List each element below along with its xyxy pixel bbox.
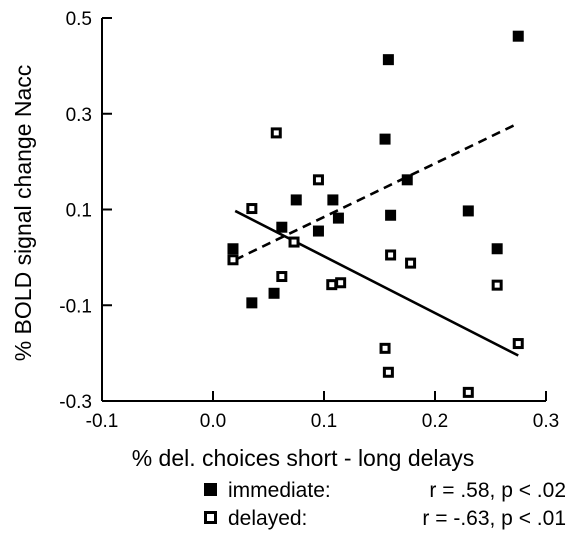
x-axis-title: % del. choices short - long delays <box>132 445 475 471</box>
point-delayed <box>276 271 288 283</box>
point-immediate <box>401 174 413 186</box>
legend-marker-immediate <box>204 483 217 496</box>
y-tick-label: 0.3 <box>66 105 92 126</box>
y-tick-label: 0.1 <box>66 201 92 222</box>
x-tick-label: 0.2 <box>422 411 448 432</box>
point-delayed <box>512 338 524 350</box>
y-tick-label: -0.1 <box>59 296 92 317</box>
x-axis: -0.1 0.0 0.1 0.2 0.3 % del. choices short - … <box>86 391 559 471</box>
legend: immediate: r = .58, p < .02 delayed: r = -.… <box>204 479 566 530</box>
point-delayed <box>405 257 417 269</box>
x-tick-label: -0.1 <box>86 411 119 432</box>
point-delayed <box>270 127 282 139</box>
legend-marker-delayed <box>204 511 217 524</box>
point-delayed <box>379 342 391 354</box>
y-ticks: 0.5 0.3 0.1 -0.1 -0.3 <box>59 9 112 413</box>
legend-label: delayed: <box>228 507 307 530</box>
point-immediate <box>385 209 397 221</box>
point-immediate <box>379 133 391 145</box>
x-tick-label: 0.3 <box>533 411 559 432</box>
point-delayed <box>227 254 239 266</box>
x-ticks: -0.1 0.0 0.1 0.2 0.3 <box>86 391 559 432</box>
point-immediate <box>491 243 503 255</box>
point-immediate <box>312 225 324 237</box>
y-tick-label: 0.5 <box>66 9 92 30</box>
x-tick-label: 0.0 <box>200 411 226 432</box>
point-delayed <box>491 279 503 291</box>
point-immediate <box>462 205 474 217</box>
fit-line-delayed <box>234 209 519 357</box>
point-delayed <box>335 277 347 289</box>
fit-line-immediate <box>234 122 519 261</box>
point-immediate <box>268 287 280 299</box>
point-immediate <box>332 212 344 224</box>
plot-area <box>227 30 524 398</box>
y-axis-title: % BOLD signal change Nacc <box>10 65 36 362</box>
point-delayed <box>382 366 394 378</box>
legend-stats: r = -.63, p < .01 <box>422 507 566 530</box>
point-delayed <box>385 249 397 261</box>
y-tick-label: -0.3 <box>59 392 92 413</box>
point-delayed <box>462 386 474 398</box>
point-immediate <box>227 243 239 255</box>
legend-stats: r = .58, p < .02 <box>429 479 566 502</box>
point-immediate <box>246 297 258 309</box>
point-immediate <box>382 54 394 66</box>
y-axis: 0.5 0.3 0.1 -0.1 -0.3 % BOLD signal change N… <box>10 9 112 413</box>
point-immediate <box>290 194 302 206</box>
legend-label: immediate: <box>228 479 331 502</box>
point-delayed <box>246 203 258 215</box>
x-tick-label: 0.1 <box>311 411 337 432</box>
point-delayed <box>288 236 300 248</box>
point-immediate <box>327 194 339 206</box>
point-delayed <box>312 174 324 186</box>
point-immediate <box>512 30 524 42</box>
point-delayed <box>326 279 338 291</box>
point-immediate <box>276 221 288 233</box>
